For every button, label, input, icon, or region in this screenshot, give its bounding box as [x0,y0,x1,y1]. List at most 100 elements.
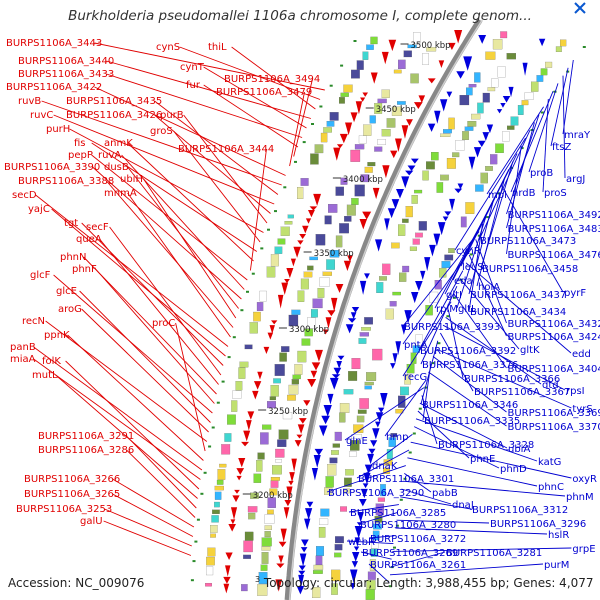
gene-label-right[interactable]: BURPS1106A_3434 [470,307,566,318]
gene-label-right[interactable]: BURPS1106A_3269 [362,548,458,559]
gene-label-right[interactable]: nrdB [512,188,536,199]
gene-label-left[interactable]: tgt [64,218,78,229]
gene-label-right[interactable]: leuS [462,262,484,273]
gene-label-left[interactable]: fur [186,80,201,91]
gene-label-right[interactable]: hslR [548,530,569,541]
gene-label-left[interactable]: ruvB [18,96,41,107]
gene-label-right[interactable]: dnaK [372,461,398,472]
gene-label-right[interactable]: ubiA [508,444,530,455]
gene-label-right[interactable]: dtd [542,380,559,391]
gene-label-left[interactable]: BURPS1106A_3479 [216,87,312,98]
gene-label-left[interactable]: BURPS1106A_3286 [38,445,134,456]
gene-label-right[interactable]: eda [454,276,473,287]
gene-label-left[interactable]: proC [152,318,175,329]
gene-label-left[interactable]: recN [22,316,45,327]
gene-label-right[interactable]: BURPS1106A_3328 [438,440,534,451]
gene-label-left[interactable]: groS [150,126,173,137]
gene-label-right[interactable]: glnE [346,436,368,447]
gene-label-right[interactable]: oxyR [572,474,597,485]
gene-label-right[interactable]: BURPS1106A_3280 [360,520,456,531]
gene-label-right[interactable]: BURPS1106A_3261 [370,560,466,571]
gene-label-left[interactable]: miaA [10,354,36,365]
gene-label-left[interactable]: glcF [30,270,51,281]
gene-label-right[interactable]: BURPS1106A_3432 [508,319,600,330]
gene-label-right[interactable]: BURPS1106A_3281 [446,548,542,559]
gene-label-right[interactable]: BURPS1106A_3369 [508,408,600,419]
gene-label-left[interactable]: fis [74,138,86,149]
gene-label-left[interactable]: BURPS1106A_3426 [66,110,162,121]
gene-label-right[interactable]: cynR [456,246,481,257]
gene-label-right[interactable]: mraY [564,130,591,141]
gene-label-right[interactable]: tyrS [572,404,592,415]
gene-label-left[interactable]: BURPS1106A_3265 [24,489,120,500]
gene-label-right[interactable]: phnD [500,464,527,475]
gene-label-left[interactable]: anmK [104,138,133,149]
gene-label-left[interactable]: dusB [104,162,129,173]
gene-label-left[interactable]: cynS [156,42,180,53]
gene-label-left[interactable]: thiL [208,42,227,53]
gene-label-left[interactable]: ruvC [30,110,53,121]
gene-label-right[interactable]: recG [404,372,427,383]
gene-label-left[interactable]: glcE [56,286,77,297]
gene-label-right[interactable]: BURPS1106A_3458 [482,264,578,275]
gene-label-right[interactable]: BURPS1106A_3476 [508,250,600,261]
gene-label-right[interactable]: BURPS1106A_3301 [358,474,454,485]
gene-label-left[interactable]: aroG [58,304,82,315]
gene-label-left[interactable]: BURPS1106A_3444 [178,144,274,155]
gene-label-right[interactable]: BURPS1106A_3367 [474,387,570,398]
gene-label-right[interactable]: gltK [520,345,540,356]
gene-label-left[interactable]: purB [160,110,184,121]
gene-label-right[interactable]: hmp [386,432,408,443]
gene-label-left[interactable]: BURPS1106A_3266 [24,474,120,485]
gene-label-right[interactable]: mpl [488,190,507,201]
gene-label-left[interactable]: BURPS1106A_3494 [224,74,320,85]
gene-label-left[interactable]: BURPS1106A_3440 [18,56,114,67]
gene-label-left[interactable]: BURPS1106A_3435 [66,96,162,107]
gene-label-right[interactable]: BURPS1106A_3370 [508,422,600,433]
gene-label-left[interactable]: mutL [32,370,58,381]
gene-label-left[interactable]: secF [86,222,109,233]
gene-label-left[interactable]: ubiH [120,174,143,185]
gene-label-left[interactable]: BURPS1106A_3422 [6,82,102,93]
gene-label-left[interactable]: galU [80,516,103,527]
gene-label-right[interactable]: argJ [566,174,585,185]
gene-label-right[interactable]: BURPS1106A_3366 [464,374,560,385]
gene-label-right[interactable]: rpsI [566,386,585,397]
gene-label-right[interactable]: BURPS1106A_3285 [350,508,446,519]
gene-label-right[interactable]: BURPS1106A_3437 [470,290,566,301]
gene-label-right[interactable]: BURPS1106A_3404 [508,364,600,375]
gene-label-right[interactable]: BURPS1106A_3473 [480,236,576,247]
gene-label-right[interactable]: BURPS1106A_3483 [508,224,600,235]
gene-label-right[interactable]: gltI [446,290,462,301]
gene-label-left[interactable]: BURPS1106A_3390 [4,162,100,173]
gene-label-left[interactable]: panB [10,342,36,353]
gene-label-right[interactable]: edd [572,349,591,360]
gene-label-left[interactable]: BURPS1106A_3433 [18,69,114,80]
gene-label-left[interactable]: mnmA [104,188,137,199]
gene-label-left[interactable]: cynT [180,62,205,73]
gene-label-left[interactable]: BURPS1106A_3253 [16,504,112,515]
gene-label-right[interactable]: BURPS1106A_3346 [422,400,518,411]
gene-label-right[interactable]: grpE [572,544,595,555]
gene-label-right[interactable]: rplM [436,304,458,315]
gene-label-right[interactable]: gltL [458,304,477,315]
gene-label-right[interactable]: BURPS1106A_3272 [370,534,466,545]
gene-label-left[interactable]: BURPS1106A_3443 [6,38,102,49]
gene-label-right[interactable]: BURPS1106A_3296 [490,519,586,530]
gene-label-right[interactable]: BURPS1106A_3335 [424,416,520,427]
gene-label-right[interactable]: phnC [538,482,564,493]
gene-label-right[interactable]: phnE [470,454,495,465]
gene-label-left[interactable]: yajC [28,204,50,215]
gene-label-left[interactable]: purH [46,124,70,135]
gene-label-left[interactable]: BURPS1106A_3291 [38,431,134,442]
gene-label-right[interactable]: BURPS1106A_3424 [508,332,600,343]
gene-label-right[interactable]: pntA [404,340,428,351]
gene-label-left[interactable]: secD [12,190,37,201]
gene-label-right[interactable]: proS [544,188,567,199]
gene-label-right[interactable]: BURPS1106A_3492 [508,210,600,221]
gene-label-left[interactable]: BURPS1106A_3388 [18,176,114,187]
gene-label-right[interactable]: wcbR [348,537,375,548]
gene-label-right[interactable]: BURPS1106A_3392 [420,346,516,357]
gene-label-right[interactable]: holA [478,282,500,293]
gene-label-right[interactable]: katG [538,457,561,468]
